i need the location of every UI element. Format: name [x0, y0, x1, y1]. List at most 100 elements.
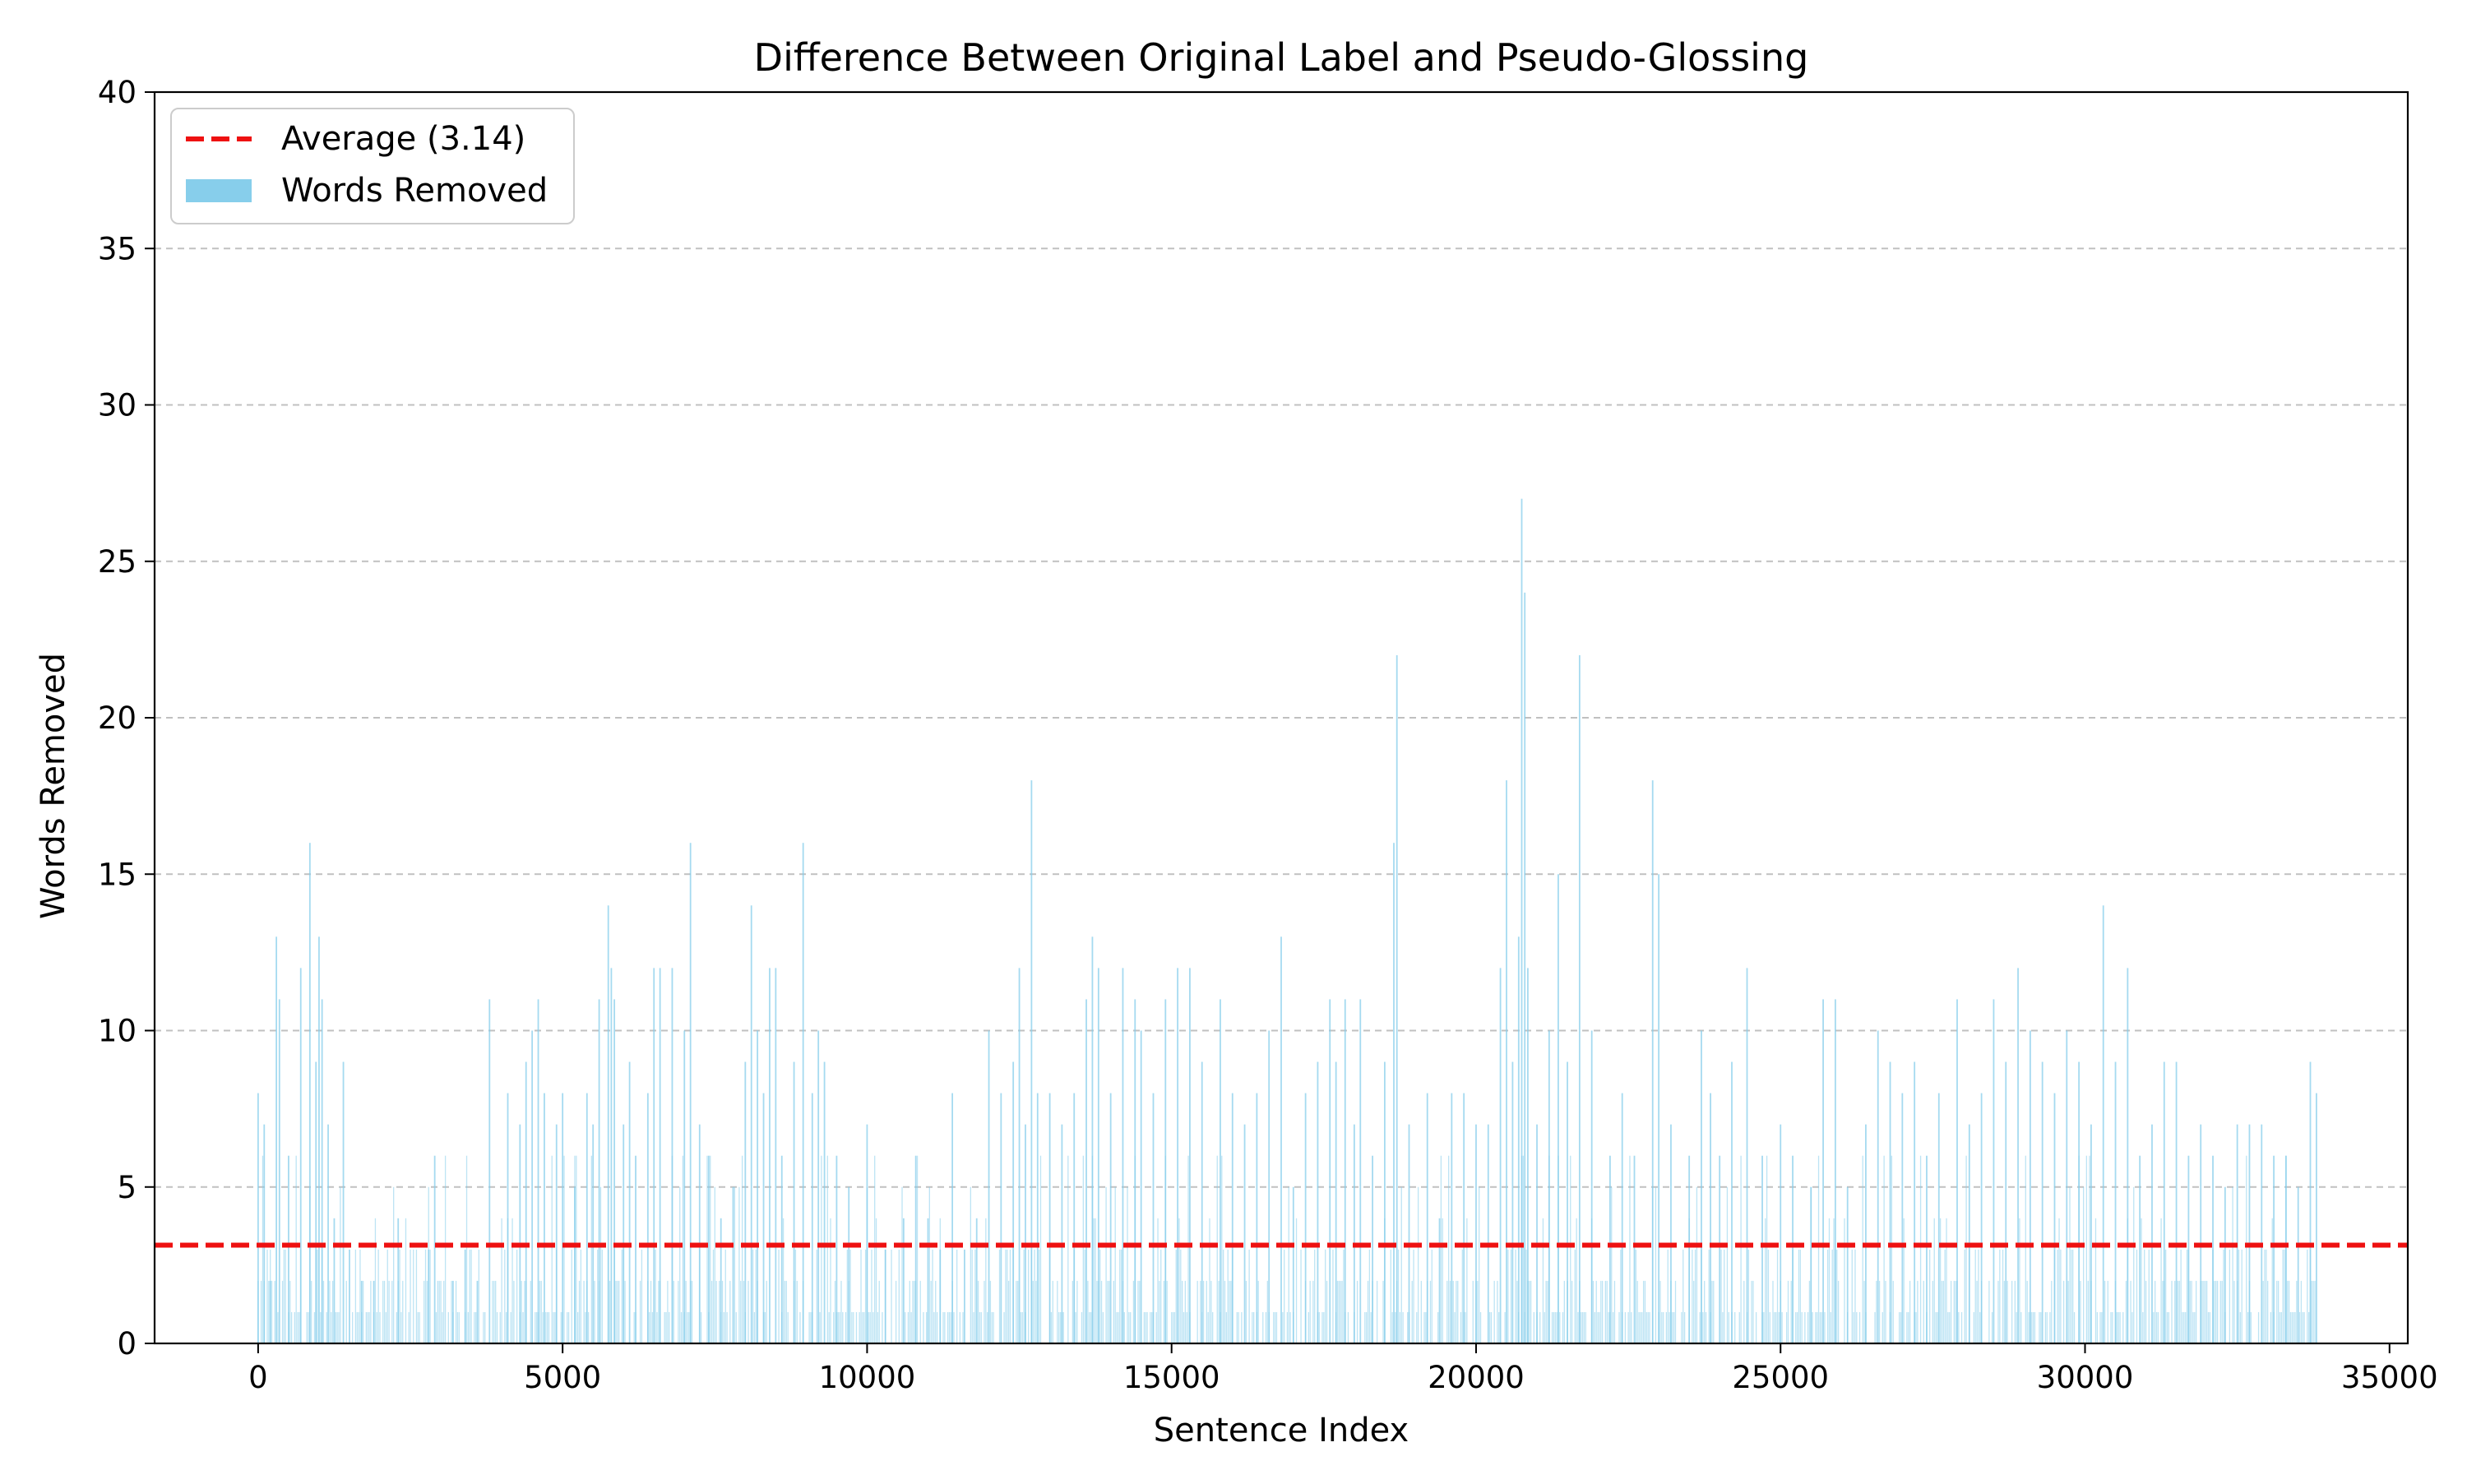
bar — [1738, 1311, 1740, 1343]
y-axis-title: Words Removed — [35, 653, 72, 919]
bar — [1576, 1218, 1577, 1343]
bar — [658, 1280, 660, 1343]
bar — [928, 1186, 930, 1343]
bar — [1655, 1186, 1657, 1343]
bar-peak — [744, 1061, 747, 1343]
bar — [492, 1280, 493, 1343]
bar — [1423, 1311, 1425, 1343]
bar — [2122, 1311, 2124, 1343]
bar — [496, 1311, 498, 1343]
bar-peak — [360, 1280, 363, 1343]
bar-peak — [2139, 1155, 2141, 1343]
bar — [290, 1311, 293, 1343]
bar — [1023, 1249, 1025, 1343]
bar — [1562, 1311, 1564, 1343]
bar — [2194, 1311, 2196, 1343]
legend-average-label: Average (3.14) — [281, 120, 525, 158]
x-tick-label: 10000 — [819, 1360, 916, 1395]
bar — [819, 1311, 821, 1343]
bar — [560, 1311, 562, 1343]
bar — [2110, 1311, 2112, 1343]
bar — [1826, 1249, 1829, 1343]
bar — [2180, 1249, 2182, 1343]
bar-peak — [1438, 1218, 1441, 1343]
bar — [266, 1249, 268, 1343]
bar — [1160, 1249, 1162, 1343]
bar — [2207, 1311, 2210, 1343]
bar — [295, 1155, 297, 1343]
bar — [1075, 1311, 1076, 1343]
bar — [1636, 1280, 1638, 1343]
bar — [2174, 1280, 2176, 1343]
bar-peak — [628, 1061, 631, 1343]
bar — [1726, 1186, 1729, 1343]
bar — [1571, 1280, 1573, 1343]
bar-peak — [1937, 1093, 1940, 1343]
bar-peak — [835, 1155, 838, 1343]
bar — [331, 1280, 334, 1343]
bar-peak — [1335, 1061, 1337, 1343]
bar — [1105, 1186, 1107, 1343]
bar — [1939, 1218, 1942, 1343]
bar — [1461, 1249, 1463, 1343]
bar — [1683, 1311, 1686, 1343]
bar — [1021, 1311, 1023, 1343]
bar — [545, 1311, 547, 1343]
legend-box — [170, 108, 575, 224]
bar-peak — [683, 1030, 686, 1343]
bar-peak — [2163, 1061, 2165, 1343]
bar — [738, 1186, 740, 1343]
bar — [260, 1280, 262, 1343]
bar — [724, 1249, 726, 1343]
bar — [1321, 1311, 1323, 1343]
bar-peak — [488, 999, 491, 1343]
bar — [624, 1280, 626, 1343]
bar-peak — [1000, 1093, 1002, 1343]
bar — [1253, 1311, 1255, 1343]
bar — [2145, 1280, 2147, 1343]
bar — [438, 1280, 440, 1343]
bar-peak — [2316, 1093, 2317, 1343]
bar — [359, 1249, 361, 1343]
bar — [1915, 1311, 1917, 1343]
bar — [1368, 1249, 1371, 1343]
bar-peak — [1517, 936, 1520, 1343]
bar — [1767, 1249, 1770, 1343]
bar — [615, 1280, 617, 1343]
bar — [1525, 1249, 1527, 1343]
bar — [1833, 1218, 1835, 1343]
bar-peak — [780, 1155, 783, 1343]
bar — [554, 1311, 556, 1343]
bar — [1581, 1311, 1584, 1343]
bar — [1035, 1280, 1037, 1343]
bar — [522, 1311, 524, 1343]
bar — [2116, 1311, 2118, 1343]
bar — [456, 1311, 459, 1343]
bar-peak — [2005, 1061, 2007, 1343]
bar — [942, 1311, 944, 1343]
bar-peak — [1822, 999, 1824, 1343]
bar — [1120, 1249, 1122, 1343]
bar-peak — [315, 1061, 317, 1343]
bar — [474, 1311, 477, 1343]
bar — [1798, 1249, 1800, 1343]
bar — [429, 1249, 431, 1343]
bar — [2155, 1311, 2158, 1343]
bar — [2096, 1311, 2098, 1343]
bar-peak — [902, 1218, 905, 1343]
bar-peak — [433, 1155, 436, 1343]
bar — [1553, 1311, 1555, 1343]
bar — [1631, 1311, 1632, 1343]
bar-peak — [257, 1093, 259, 1343]
bar-peak — [1201, 1061, 1203, 1343]
bar — [962, 1311, 964, 1343]
bar — [1801, 1311, 1803, 1343]
bar — [2308, 1311, 2310, 1343]
bar-peak — [613, 999, 616, 1343]
bar — [447, 1311, 449, 1343]
bar — [2264, 1249, 2266, 1343]
bar — [2203, 1280, 2205, 1343]
bar — [1804, 1311, 1806, 1343]
bar-peak — [1317, 1061, 1319, 1343]
bar — [2157, 1311, 2159, 1343]
